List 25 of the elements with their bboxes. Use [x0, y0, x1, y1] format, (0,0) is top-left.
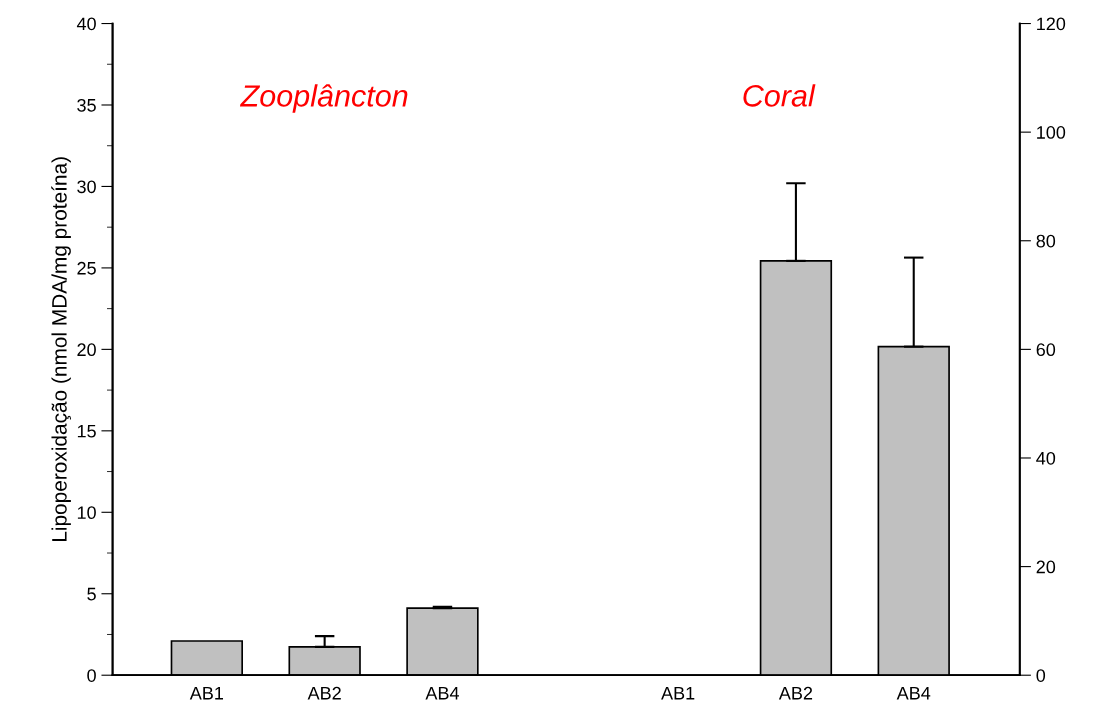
y2-tick-label: 0 [1036, 669, 1046, 682]
x-tick-label: AB1 [189, 686, 224, 700]
y-tick-label: 30 [77, 180, 96, 194]
y-tick-label: 40 [76, 17, 96, 31]
y-tick-label: 0 [87, 669, 96, 682]
y-tick-label: 20 [77, 343, 96, 357]
x-tick-label: AB1 [661, 686, 695, 700]
y-tick-label: 5 [87, 587, 96, 601]
y2-tick-label: 40 [1036, 451, 1056, 465]
y2-tick-label: 20 [1036, 560, 1056, 574]
y2-tick-label: 60 [1036, 343, 1056, 357]
y-tick-label: 25 [77, 261, 96, 275]
annotation: Zooplâncton [239, 84, 408, 113]
y2-tick-label: 80 [1036, 234, 1056, 248]
x-tick-label: AB2 [307, 686, 341, 700]
y2-tick-label: 120 [1037, 17, 1066, 31]
x-tick-label: AB4 [425, 686, 459, 700]
y-axis-title: Lipoperoxidação (nmol MDA/mg proteína) [51, 157, 71, 542]
y-tick-label: 15 [77, 424, 96, 438]
x-tick-label: AB4 [896, 686, 931, 700]
y-tick-label: 10 [77, 506, 96, 520]
y2-tick-label: 100 [1037, 126, 1066, 139]
x-tick-label: AB2 [778, 686, 813, 700]
annotation: Coral [743, 84, 816, 107]
y-tick-label: 35 [77, 98, 96, 112]
